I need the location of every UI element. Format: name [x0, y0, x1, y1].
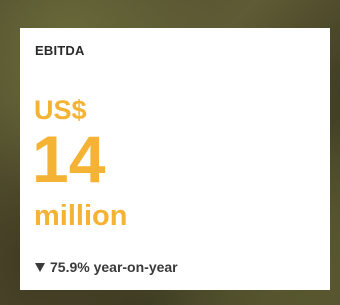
page: {"card": {"label": "EBITDA", "currency":… [0, 0, 340, 305]
stat-unit: million [34, 200, 127, 233]
stat-label: EBITDA [35, 43, 85, 58]
change-row: 75.9% year-on-year [35, 259, 178, 275]
stat-value: 14 [32, 126, 105, 192]
stat-card: EBITDA US$ 14 million 75.9% year-on-year [20, 28, 330, 290]
down-triangle [35, 263, 45, 272]
change-text: 75.9% year-on-year [50, 259, 178, 275]
